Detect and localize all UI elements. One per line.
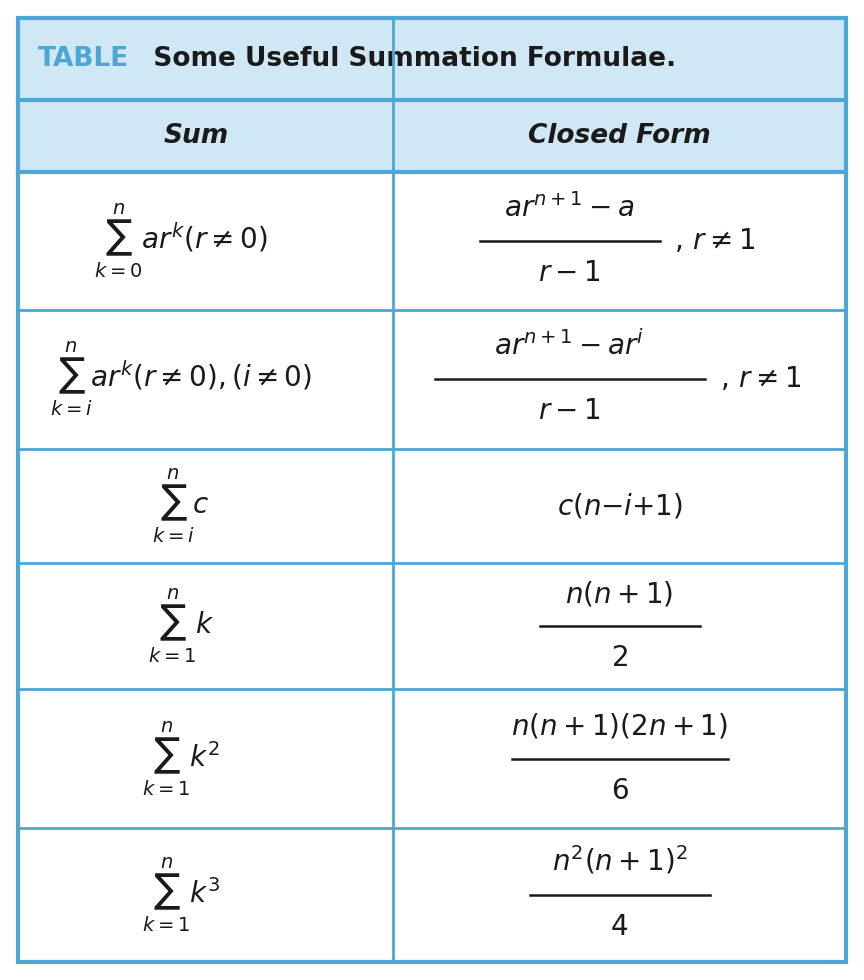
Text: $\sum_{k=1}^{n} k^3$: $\sum_{k=1}^{n} k^3$ <box>142 856 220 934</box>
Text: Closed Form: Closed Form <box>528 123 711 149</box>
Text: TABLE: TABLE <box>38 46 130 72</box>
Text: $6$: $6$ <box>611 776 628 805</box>
Bar <box>18 100 846 172</box>
Bar <box>18 18 846 100</box>
Text: $r-1$: $r-1$ <box>538 397 600 425</box>
Text: $ar^{n+1} - a$: $ar^{n+1} - a$ <box>505 193 635 223</box>
Text: $\sum_{k=1}^{n} k$: $\sum_{k=1}^{n} k$ <box>148 587 214 665</box>
Text: $\sum_{k=i}^{n} c$: $\sum_{k=i}^{n} c$ <box>152 466 209 545</box>
Text: $n^2(n+1)^2$: $n^2(n+1)^2$ <box>552 844 688 877</box>
Text: $n(n+1)(2n+1)$: $n(n+1)(2n+1)$ <box>511 711 727 741</box>
Text: $\sum_{k=i}^{n} ar^k (r \neq 0),(i \neq 0)$: $\sum_{k=i}^{n} ar^k (r \neq 0),(i \neq … <box>50 340 312 418</box>
Bar <box>18 172 846 962</box>
Text: $\sum_{k=0}^{n} ar^k (r \neq 0)$: $\sum_{k=0}^{n} ar^k (r \neq 0)$ <box>94 202 268 280</box>
Text: $ar^{n+1} - ar^{i}$: $ar^{n+1} - ar^{i}$ <box>494 331 645 362</box>
Text: $,\, r \neq 1$: $,\, r \neq 1$ <box>675 227 756 255</box>
Text: $n(n+1)$: $n(n+1)$ <box>565 579 674 609</box>
Text: $2$: $2$ <box>611 644 628 672</box>
Text: $c(n{-}i{+}1)$: $c(n{-}i{+}1)$ <box>556 491 683 520</box>
Text: $\sum_{k=1}^{n} k^2$: $\sum_{k=1}^{n} k^2$ <box>142 719 219 798</box>
Text: $r-1$: $r-1$ <box>538 259 600 287</box>
Text: Sum: Sum <box>164 123 229 149</box>
Text: $4$: $4$ <box>611 912 629 941</box>
Text: $,\, r \neq 1$: $,\, r \neq 1$ <box>720 366 801 393</box>
Text: Some Useful Summation Formulae.: Some Useful Summation Formulae. <box>126 46 677 72</box>
